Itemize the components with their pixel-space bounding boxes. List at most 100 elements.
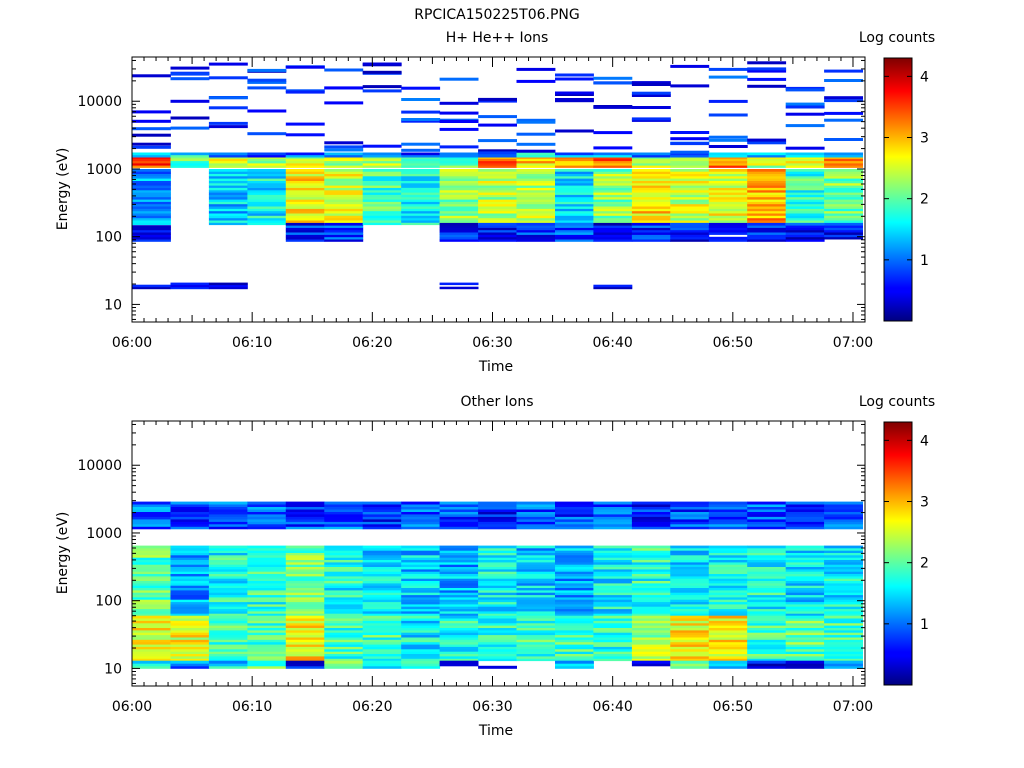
heatmap-cell	[362, 644, 402, 647]
heatmap-cell	[747, 590, 787, 593]
heatmap-cell	[593, 625, 633, 628]
heatmap-cell	[516, 521, 556, 525]
heatmap-cell	[170, 514, 210, 517]
heatmap-cell	[824, 220, 863, 223]
heatmap-cell	[516, 132, 556, 136]
heatmap-cell	[670, 215, 710, 219]
heatmap-cell	[285, 511, 325, 515]
heatmap-cell	[208, 545, 248, 549]
heatmap-cell	[132, 239, 171, 242]
heatmap-cell	[208, 629, 248, 633]
x-tick-label: 06:20	[352, 699, 392, 715]
heatmap-cell	[439, 566, 479, 570]
heatmap-cell	[555, 634, 594, 638]
heatmap-cell	[631, 519, 671, 522]
heatmap-cell	[785, 665, 825, 669]
colorbar-title: Log counts	[859, 394, 935, 410]
heatmap-cell	[555, 597, 594, 600]
heatmap-cell	[170, 606, 210, 610]
heatmap-cell	[593, 627, 633, 631]
heatmap-cell	[555, 206, 594, 209]
heatmap-cell	[593, 81, 633, 85]
heatmap-cell	[516, 165, 556, 168]
heatmap-cell	[670, 566, 710, 570]
heatmap-cell	[785, 217, 825, 221]
heatmap-cell	[208, 566, 248, 570]
heatmap-cell	[670, 601, 710, 605]
heatmap-cell	[132, 199, 171, 202]
heatmap-cell	[132, 599, 171, 603]
heatmap-cell	[478, 506, 517, 510]
heatmap-cell	[516, 215, 556, 219]
heatmap-cell	[401, 548, 441, 551]
heatmap-cell	[170, 66, 210, 70]
heatmap-cell	[631, 187, 671, 191]
heatmap-cell	[631, 651, 671, 654]
heatmap-cell	[478, 239, 517, 242]
heatmap-cell	[132, 194, 171, 198]
x-tick-label: 06:40	[592, 335, 632, 351]
heatmap-cell	[593, 644, 633, 647]
heatmap-cell	[593, 606, 633, 610]
heatmap-cell	[593, 178, 633, 181]
heatmap-cell	[285, 169, 325, 172]
heatmap-cell	[170, 632, 210, 636]
heatmap-cell	[324, 585, 364, 588]
heatmap-cell	[824, 632, 863, 636]
heatmap-cell	[132, 227, 171, 231]
heatmap-cell	[708, 239, 748, 242]
heatmap-cell	[208, 62, 248, 66]
heatmap-cell	[747, 158, 787, 162]
heatmap-cell	[708, 229, 748, 233]
heatmap-cell	[516, 182, 556, 186]
heatmap-cell	[208, 665, 248, 669]
heatmap-cell	[208, 627, 248, 631]
heatmap-cell	[208, 171, 248, 174]
heatmap-cell	[631, 637, 671, 640]
heatmap-cell	[132, 587, 171, 591]
heatmap-cell	[747, 580, 787, 584]
heatmap-cell	[324, 199, 364, 202]
heatmap-cell	[631, 196, 671, 200]
heatmap-cell	[362, 504, 402, 507]
heatmap-cell	[362, 165, 402, 168]
heatmap-cell	[170, 599, 210, 603]
heatmap-cell	[285, 573, 325, 577]
heatmap-cell	[324, 201, 364, 205]
heatmap-cell	[170, 613, 210, 617]
heatmap-cell	[593, 601, 633, 605]
heatmap-cell	[401, 196, 441, 200]
heatmap-cell	[170, 523, 210, 527]
heatmap-cell	[324, 648, 364, 652]
heatmap-cell	[747, 658, 787, 662]
heatmap-cell	[555, 580, 594, 584]
heatmap-cell	[362, 511, 402, 515]
heatmap-cell	[439, 583, 479, 586]
heatmap-cell	[285, 634, 325, 638]
heatmap-cell	[247, 196, 287, 200]
heatmap-cell	[170, 583, 210, 586]
heatmap-cell	[516, 514, 556, 517]
heatmap-cell	[631, 585, 671, 588]
heatmap-cell	[555, 653, 594, 657]
heatmap-cell	[631, 576, 671, 579]
heatmap-cell	[478, 182, 517, 186]
heatmap-cell	[824, 580, 863, 584]
heatmap-cell	[708, 519, 748, 522]
heatmap-cell	[478, 217, 517, 221]
heatmap-cell	[132, 648, 171, 652]
heatmap-cell	[285, 236, 325, 240]
heatmap-cell	[747, 201, 787, 205]
heatmap-cell	[439, 625, 479, 628]
heatmap-cell	[132, 564, 171, 567]
heatmap-cell	[516, 236, 556, 240]
heatmap-cell	[170, 154, 210, 158]
heatmap-cell	[247, 611, 287, 614]
heatmap-cell	[247, 592, 287, 596]
heatmap-cell	[132, 196, 171, 200]
heatmap-cell	[785, 634, 825, 638]
heatmap-cell	[516, 576, 556, 579]
heatmap-cell	[170, 627, 210, 631]
heatmap-cell	[170, 72, 210, 76]
heatmap-cell	[401, 648, 441, 652]
